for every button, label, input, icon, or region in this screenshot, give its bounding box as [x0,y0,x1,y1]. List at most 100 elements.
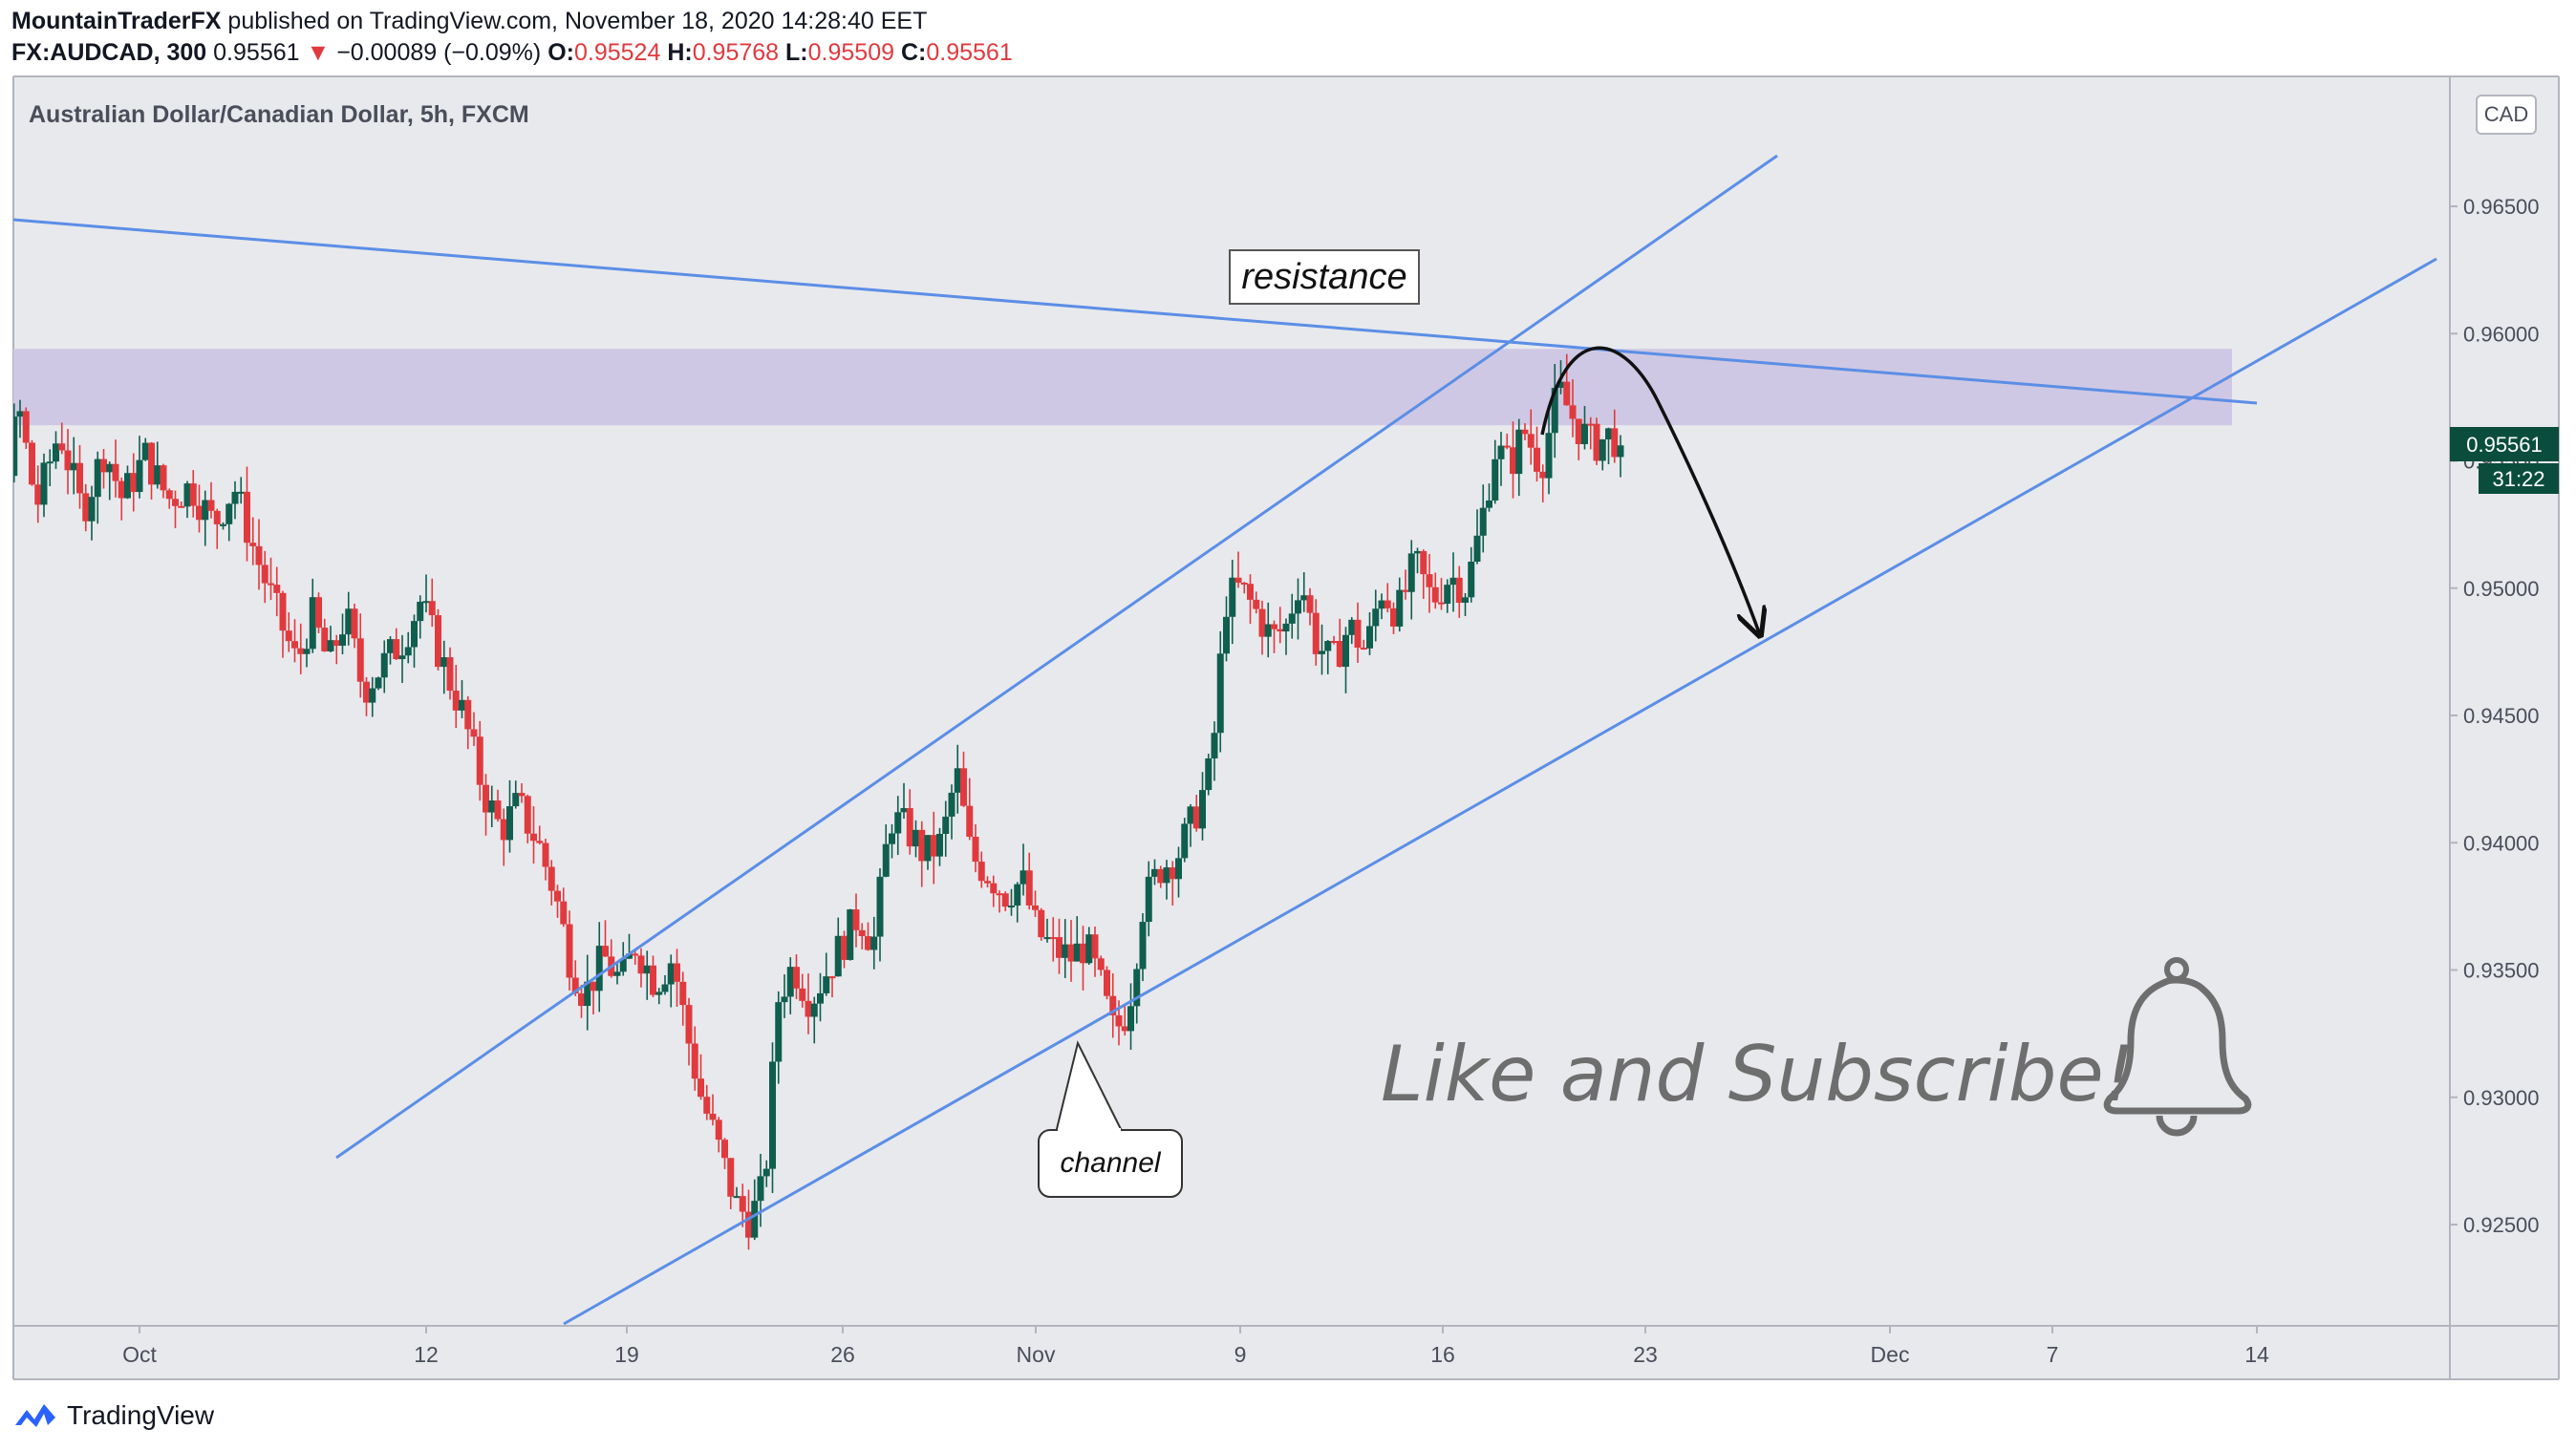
candle-body[interactable] [674,963,680,982]
candle-body[interactable] [650,965,656,995]
candle-body[interactable] [733,1196,741,1199]
candle-body[interactable] [172,499,179,506]
candle-body[interactable] [1348,619,1356,635]
candle-body[interactable] [1216,653,1224,734]
candle-body[interactable] [1534,447,1540,472]
candle-body[interactable] [291,641,298,649]
candle-body[interactable] [351,608,358,639]
candle-body[interactable] [273,585,281,593]
candle-body[interactable] [530,833,537,842]
candle-body[interactable] [960,768,967,806]
candle-body[interactable] [297,648,305,654]
candle-body[interactable] [237,491,245,494]
candle-body[interactable] [1444,585,1451,605]
channel-upper-line[interactable] [335,154,1778,1160]
candle-body[interactable] [459,699,465,711]
candle-body[interactable] [435,615,441,668]
candle-body[interactable] [1473,535,1481,562]
candle-body[interactable] [1240,582,1248,585]
candle-body[interactable] [1390,608,1397,627]
channel-annotation[interactable]: channel [1038,1040,1183,1198]
candle-body[interactable] [847,909,854,960]
candle-body[interactable] [207,500,215,511]
candle-body[interactable] [632,953,639,956]
tradingview-logo-icon[interactable] [15,1404,55,1427]
resistance-zone[interactable] [13,349,2232,426]
candle-body[interactable] [912,829,919,847]
candle-body[interactable] [876,876,884,937]
candle-body[interactable] [721,1140,728,1159]
candle-body[interactable] [5,474,11,476]
candle-body[interactable] [160,465,167,491]
last-price-badge[interactable]: 0.95561 31:22 [2450,427,2559,494]
candle-body[interactable] [1414,550,1421,554]
candle-body[interactable] [333,640,340,647]
candle-body[interactable] [1599,439,1606,461]
candle-body[interactable] [1187,806,1194,824]
candle-body[interactable] [327,640,334,651]
candle-body[interactable] [1431,586,1439,603]
candle-body[interactable] [679,981,687,1006]
candle-body[interactable] [1617,445,1624,458]
candle-body[interactable] [464,699,472,730]
candle-body[interactable] [799,988,806,1001]
candle-body[interactable] [1324,640,1332,651]
candle-body[interactable] [1372,608,1380,627]
candle-body[interactable] [1121,1026,1128,1032]
candle-body[interactable] [356,638,364,682]
candle-body[interactable] [506,806,513,841]
candle-body[interactable] [0,440,6,475]
candle-body[interactable] [1049,937,1057,940]
candle-body[interactable] [966,805,974,837]
candle-body[interactable] [524,796,531,834]
candle-body[interactable] [1097,958,1105,970]
candle-body[interactable] [828,976,836,979]
candle-body[interactable] [1056,937,1063,958]
candle-body[interactable] [948,792,955,817]
candle-body[interactable] [380,652,388,678]
candle-body[interactable] [1300,595,1308,601]
candle-body[interactable] [11,416,18,477]
candle-body[interactable] [106,463,114,473]
candle-body[interactable] [1319,650,1325,654]
candle-body[interactable] [1258,608,1266,637]
candle-body[interactable] [255,545,263,565]
candle-body[interactable] [590,981,597,992]
candle-body[interactable] [1402,589,1409,592]
candle-body[interactable] [560,901,568,925]
candle-body[interactable] [130,473,138,493]
candle-body[interactable] [739,1196,746,1212]
candle-body[interactable] [1020,870,1027,885]
candle-body[interactable] [100,458,107,473]
candle-body[interactable] [542,842,549,867]
candle-body[interactable] [315,597,322,629]
candle-body[interactable] [1462,597,1469,604]
candle-body[interactable] [1109,995,1117,1015]
candle-body[interactable] [58,443,66,451]
candle-body[interactable] [1025,870,1033,906]
candle-body[interactable] [512,793,520,807]
candle-body[interactable] [954,768,961,793]
candle-body[interactable] [1312,612,1320,654]
candle-body[interactable] [363,681,370,703]
candle-body[interactable] [1438,602,1445,605]
candle-body[interactable] [213,510,221,524]
candle-body[interactable] [1277,629,1284,632]
candle-body[interactable] [626,953,633,959]
candle-body[interactable] [972,836,979,863]
candle-body[interactable] [88,497,96,522]
candle-body[interactable] [906,808,913,847]
candle-body[interactable] [178,505,185,508]
candle-body[interactable] [46,461,54,464]
candle-body[interactable] [1115,1014,1123,1027]
candle-body[interactable] [1211,733,1218,758]
candle-body[interactable] [834,935,842,977]
candle-body[interactable] [1336,641,1343,668]
candle-body[interactable] [703,1097,711,1114]
candle-body[interactable] [1587,423,1595,426]
candle-body[interactable] [1151,868,1158,877]
candle-body[interactable] [1295,600,1301,614]
candle-body[interactable] [220,523,226,526]
candle-body[interactable] [1192,806,1200,829]
candle-body[interactable] [1062,944,1069,958]
